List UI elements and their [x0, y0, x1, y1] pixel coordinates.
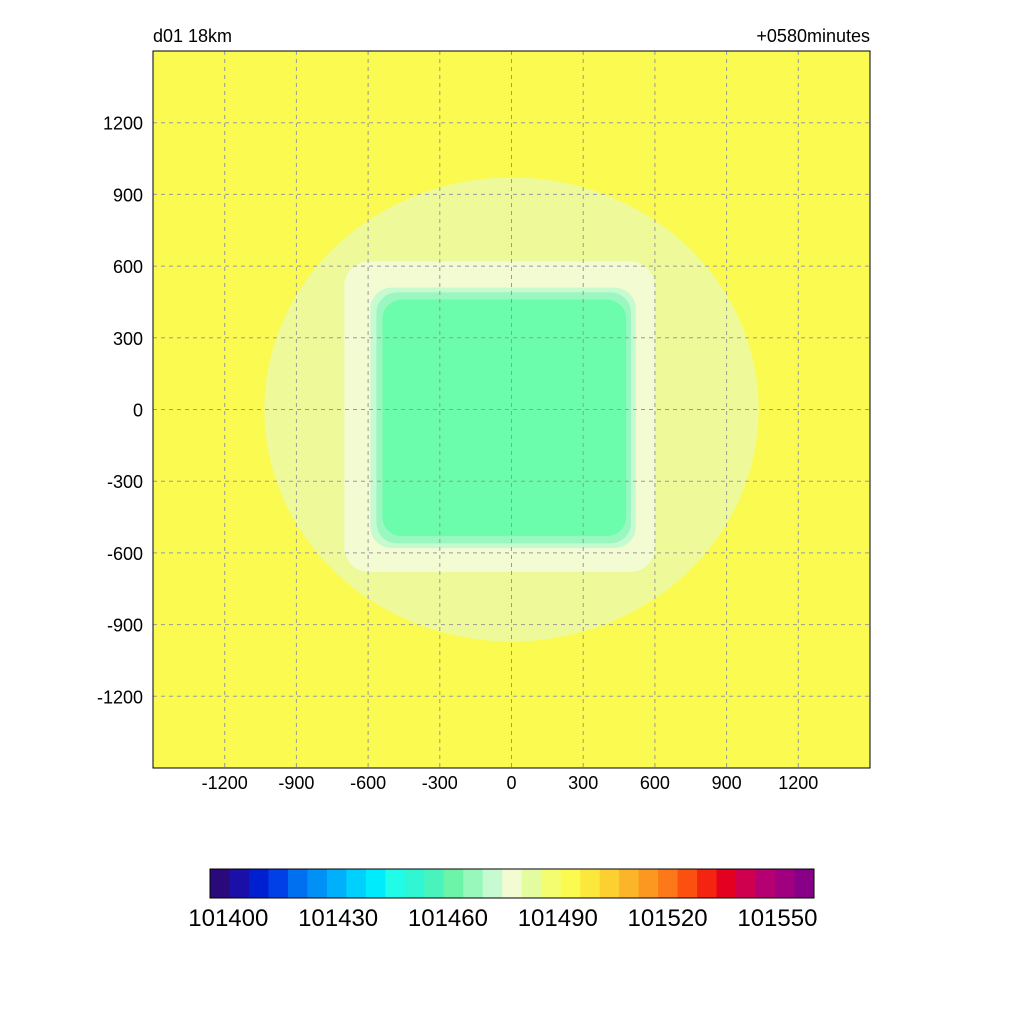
- y-tick-label: 0: [133, 401, 143, 421]
- colorbar-swatch: [404, 869, 425, 898]
- colorbar-tick-label: 101400: [188, 905, 268, 932]
- colorbar-swatch: [346, 869, 367, 898]
- colorbar-swatch: [736, 869, 757, 898]
- y-tick-label: -1200: [97, 687, 143, 707]
- field-box-4: [382, 299, 627, 537]
- colorbar-swatch: [502, 869, 523, 898]
- x-tick-label: 1200: [778, 773, 818, 793]
- x-tick-label: 900: [712, 773, 742, 793]
- colorbar-tick-label: 101430: [298, 905, 378, 932]
- colorbar-swatch: [521, 869, 542, 898]
- colorbar-swatch: [619, 869, 640, 898]
- colorbar-swatch: [287, 869, 308, 898]
- x-tick-label: -900: [278, 773, 314, 793]
- colorbar-swatch: [210, 869, 230, 898]
- colorbar-swatch: [658, 869, 679, 898]
- colorbar-swatch: [229, 869, 250, 898]
- y-tick-label: 900: [113, 185, 143, 205]
- colorbar-tick-label: 101490: [518, 905, 598, 932]
- x-tick-label: 300: [568, 773, 598, 793]
- colorbar-swatch: [326, 869, 347, 898]
- colorbar-swatch: [307, 869, 328, 898]
- colorbar-swatch: [775, 869, 796, 898]
- colorbar-swatch: [268, 869, 289, 898]
- colorbar-swatch: [560, 869, 581, 898]
- y-tick-label: -300: [107, 472, 143, 492]
- colorbar-swatch: [463, 869, 484, 898]
- colorbar-swatch: [755, 869, 776, 898]
- y-tick-label: 600: [113, 257, 143, 277]
- colorbar-tick-label: 101460: [408, 905, 488, 932]
- y-tick-label: 1200: [103, 114, 143, 134]
- colorbar-swatch: [638, 869, 659, 898]
- colorbar-swatch: [580, 869, 601, 898]
- colorbar-swatch: [248, 869, 269, 898]
- plot-frame: [152, 50, 871, 769]
- colorbar-swatch: [424, 869, 445, 898]
- y-tick-label: -600: [107, 544, 143, 564]
- plot-area: [153, 51, 870, 768]
- y-tick-label: -900: [107, 616, 143, 636]
- colorbar-tick-label: 101520: [628, 905, 708, 932]
- colorbar-swatch: [443, 869, 464, 898]
- colorbar-swatch: [482, 869, 503, 898]
- colorbar-swatch: [716, 869, 737, 898]
- x-tick-label: 0: [506, 773, 516, 793]
- colorbar: 101400 101430 101460 101490 101520 101550: [188, 868, 817, 932]
- chart-title-left: d01 18km: [153, 26, 233, 46]
- x-tick-label: -600: [350, 773, 386, 793]
- axes: -1200 -900 -600 -300 0 300 600 900 1200 1200 900 60…: [97, 50, 871, 793]
- x-tick-label: -300: [422, 773, 458, 793]
- x-tick-label: 600: [640, 773, 670, 793]
- colorbar-swatch: [385, 869, 406, 898]
- colorbar-swatch: [599, 869, 620, 898]
- x-tick-label: -1200: [202, 773, 248, 793]
- colorbar-swatch: [677, 869, 698, 898]
- colorbar-swatch: [365, 869, 386, 898]
- y-tick-label: 300: [113, 329, 143, 349]
- colorbar-frame: [209, 868, 815, 899]
- colorbar-swatch: [541, 869, 562, 898]
- colorbar-swatch: [697, 869, 718, 898]
- chart-title-right: +0580minutes: [756, 26, 870, 46]
- colorbar-tick-label: 101550: [737, 905, 817, 932]
- colorbar-swatch: [794, 869, 815, 898]
